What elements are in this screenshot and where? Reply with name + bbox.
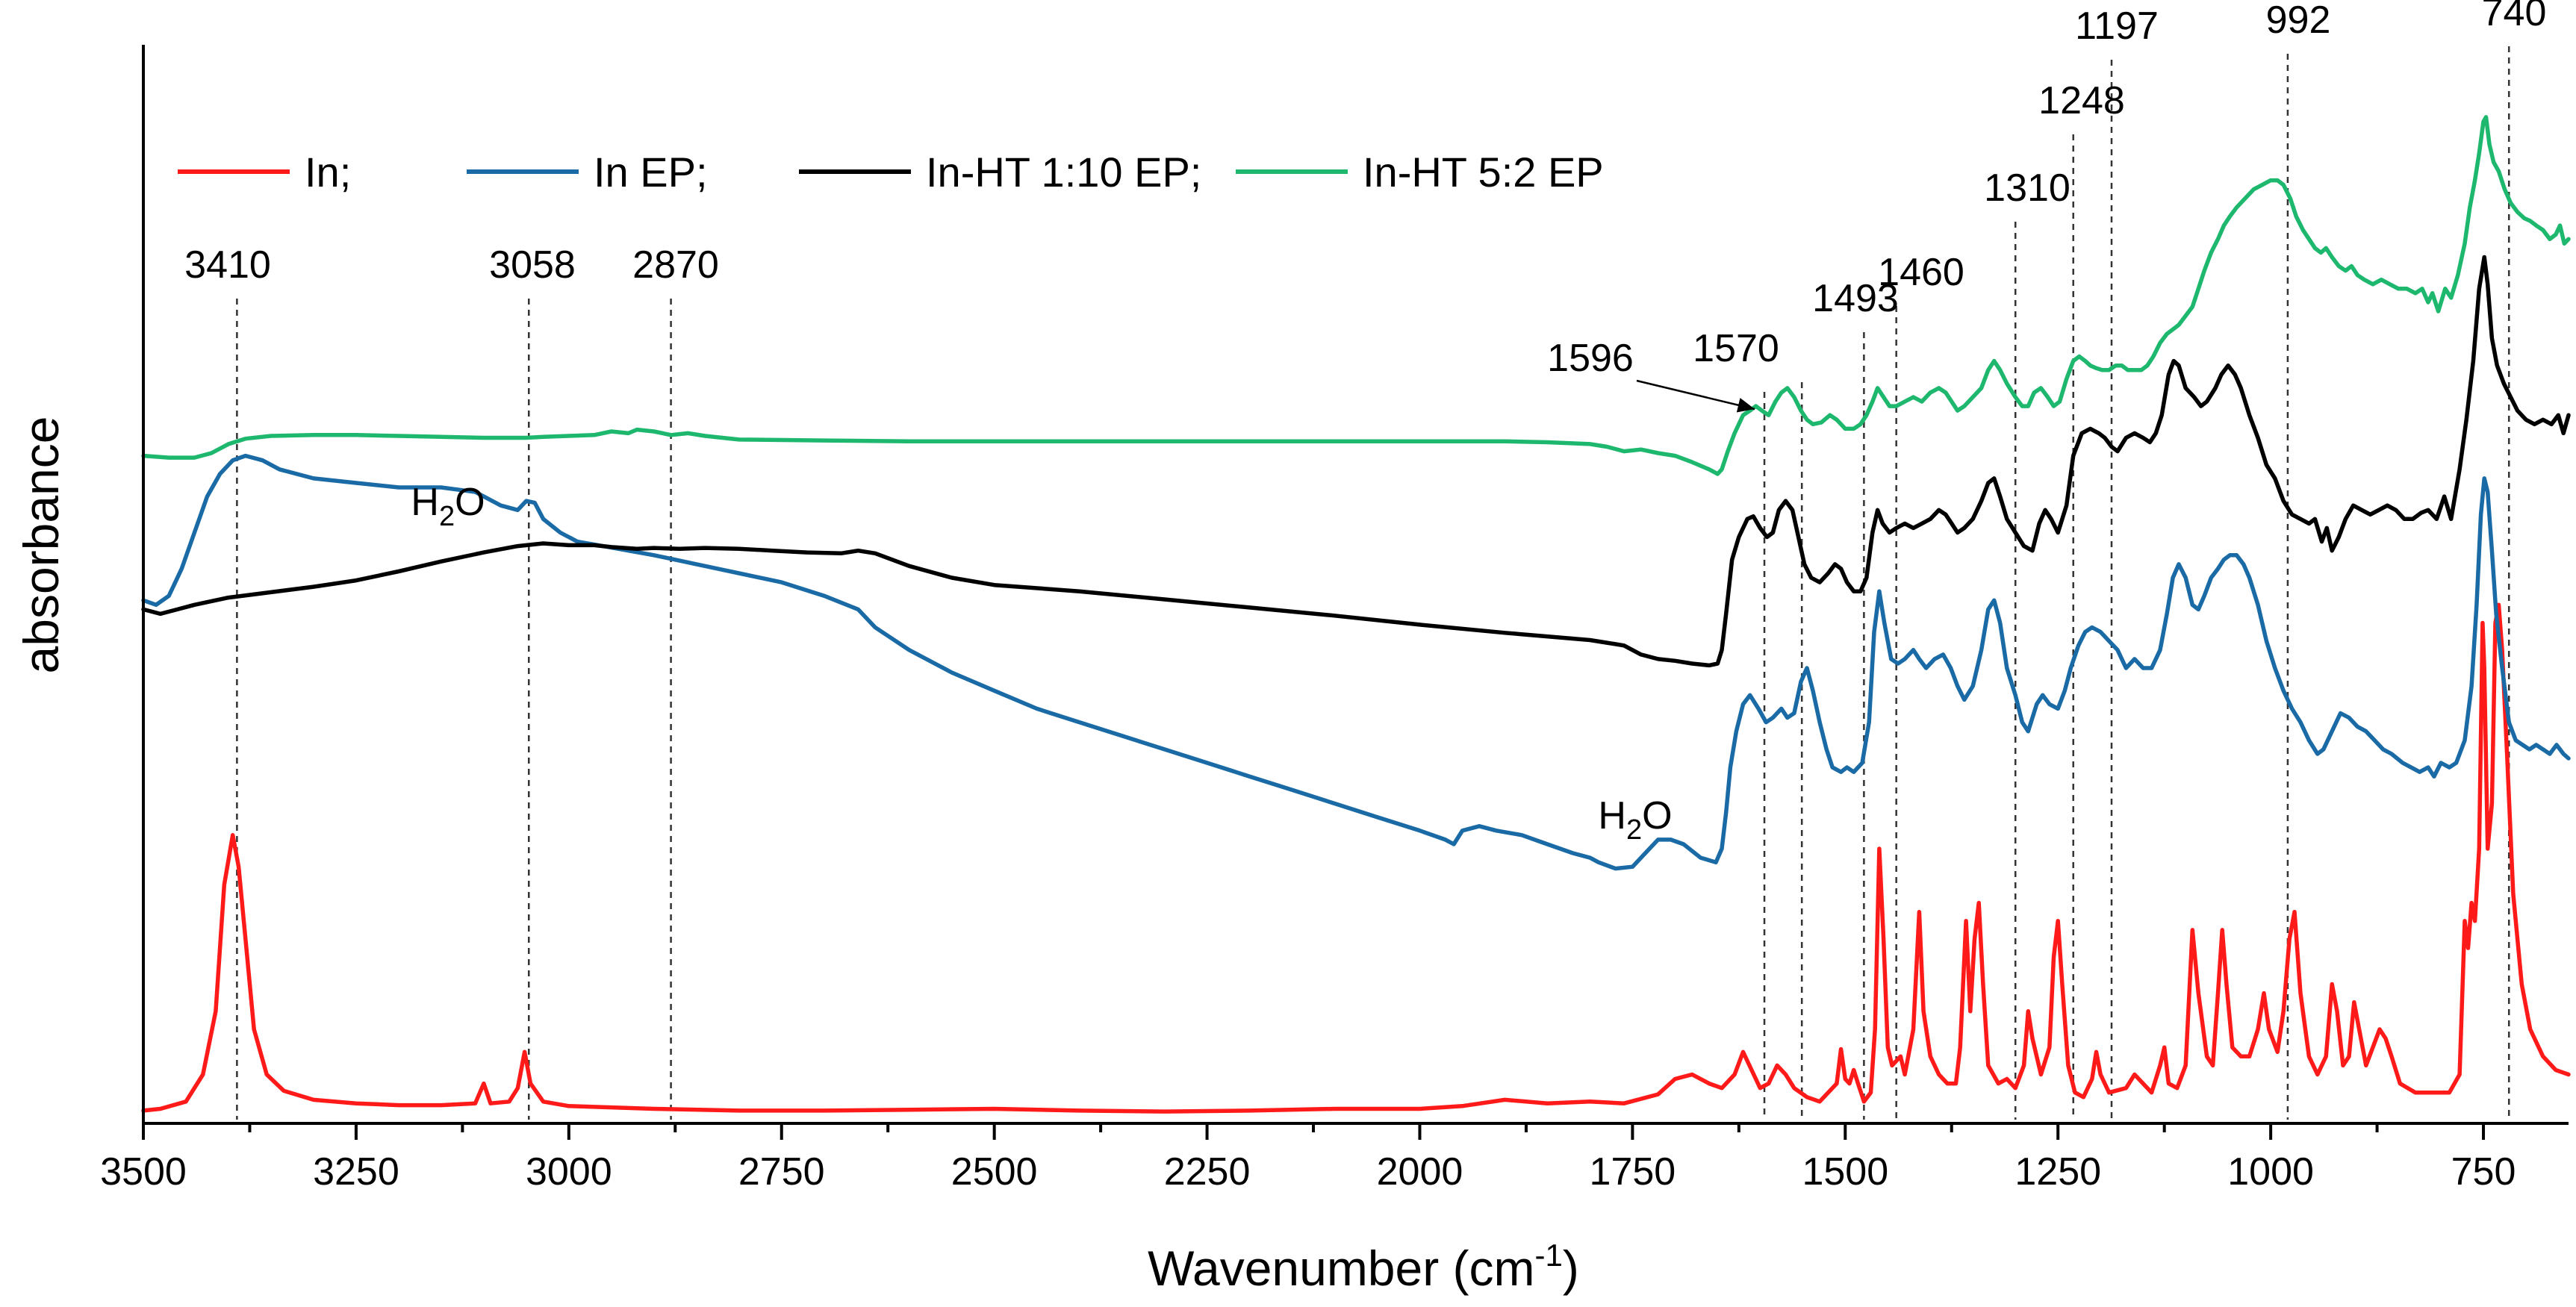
arrow-1596 (1636, 379, 1755, 413)
x-tick-label: 3500 (100, 1150, 187, 1194)
x-tick-label: 2500 (951, 1150, 1038, 1194)
peak-label-1310: 1310 (1984, 166, 2071, 210)
x-tick-label: 1250 (2015, 1150, 2101, 1194)
x-tick-label: 1750 (1590, 1150, 1676, 1194)
x-tick-label: 2750 (738, 1150, 825, 1194)
arrow-line (1636, 379, 1755, 413)
legend-label-2: In-HT 1:10 EP; (926, 149, 1201, 196)
x-tick-label: 750 (2451, 1150, 2516, 1194)
peak-label-1248: 1248 (2038, 79, 2125, 122)
peak-label-1493: 1493 (1812, 277, 1899, 320)
x-title-base: Wavenumber (cm (1148, 1241, 1534, 1296)
peak-label-3058: 3058 (489, 243, 576, 287)
peak-label-3410: 3410 (184, 243, 271, 287)
series-line-2 (141, 255, 2571, 668)
x-tick-label: 2000 (1377, 1150, 1463, 1194)
h2o-label: H2O (411, 481, 485, 532)
legend-label-3: In-HT 5:2 EP (1363, 149, 1604, 196)
x-tick-label: 3250 (313, 1150, 399, 1194)
x-axis-ticks: 3500 3250 3000 2750 2500 2250 2000 1750 1500 1250… (100, 1123, 2516, 1194)
y-axis-title: absorbance (13, 417, 69, 674)
x-axis-title: Wavenumber (cm-1) (1148, 1238, 1579, 1296)
h2o-annotations: H2O H2O (411, 481, 1672, 846)
peak-label-740: 740 (2482, 0, 2547, 34)
legend: In; In EP; In-HT 1:10 EP; In-HT 5:2 EP (178, 149, 1604, 196)
series-line-3 (141, 115, 2571, 476)
h2o-label: H2O (1598, 794, 1672, 846)
peak-label-1596: 1596 (1547, 337, 1634, 380)
x-title-close: ) (1563, 1241, 1579, 1296)
series-line-1 (141, 453, 2571, 871)
legend-label-0: In; (305, 149, 351, 196)
x-tick-label: 3000 (526, 1150, 612, 1194)
legend-label-1: In EP; (594, 149, 708, 196)
x-tick-label: 2250 (1164, 1150, 1251, 1194)
spectra-series (141, 115, 2571, 1114)
x-title-sup: -1 (1535, 1238, 1563, 1273)
peak-label-2870: 2870 (632, 243, 719, 287)
peak-label-1460: 1460 (1878, 251, 1964, 294)
x-tick-label: 1000 (2227, 1150, 2314, 1194)
peak-reference-lines (236, 46, 2510, 1120)
peak-label-992: 992 (2266, 0, 2331, 42)
peak-label-1570: 1570 (1693, 327, 1779, 370)
axes (142, 45, 2569, 1125)
series-line-0 (141, 602, 2571, 1114)
peak-label-1197: 1197 (2075, 4, 2159, 48)
x-tick-label: 1500 (1802, 1150, 1888, 1194)
